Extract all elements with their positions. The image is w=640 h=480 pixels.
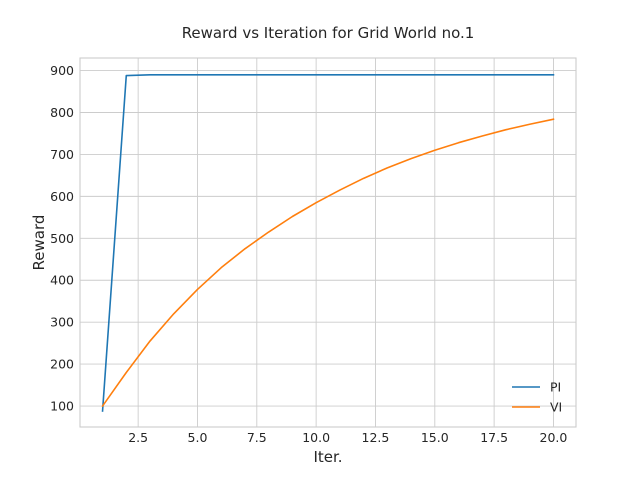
y-axis-label: Reward [30, 215, 48, 271]
series-line-pi [101, 73, 555, 412]
x-tick-label-6: 17.5 [480, 430, 508, 445]
y-tick-label-5: 600 [50, 189, 74, 204]
x-axis-label: Iter. [313, 448, 342, 466]
y-tick-labels: 100 200 300 400 500 600 700 800 900 [50, 63, 74, 413]
x-tick-labels: 2.5 5.0 7.5 10.0 12.5 15.0 17.5 20.0 [128, 430, 567, 445]
y-tick-label-2: 300 [50, 315, 74, 330]
y-tick-label-8: 900 [50, 63, 74, 78]
series-layer [101, 73, 555, 412]
y-tick-label-1: 200 [50, 357, 74, 372]
y-tick-label-6: 700 [50, 147, 74, 162]
y-tick-label-4: 500 [50, 231, 74, 246]
chart-title: Reward vs Iteration for Grid World no.1 [182, 24, 475, 42]
legend-label-vi: VI [550, 400, 562, 415]
x-tick-label-3: 10.0 [302, 430, 330, 445]
x-tick-label-0: 2.5 [128, 430, 148, 445]
y-tick-label-7: 800 [50, 105, 74, 120]
y-tick-label-3: 400 [50, 273, 74, 288]
x-tick-label-2: 7.5 [247, 430, 267, 445]
x-tick-label-7: 20.0 [540, 430, 568, 445]
x-tick-label-5: 15.0 [421, 430, 449, 445]
y-tick-label-0: 100 [50, 399, 74, 414]
series-line-vi [101, 118, 555, 408]
legend: PI VI [512, 380, 562, 415]
plot-area [80, 58, 576, 427]
x-tick-label-1: 5.0 [188, 430, 208, 445]
x-tick-label-4: 12.5 [362, 430, 390, 445]
plot-frame [79, 57, 577, 428]
legend-label-pi: PI [550, 380, 561, 395]
